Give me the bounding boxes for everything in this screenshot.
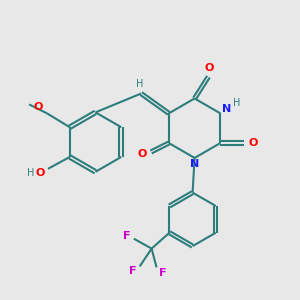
Text: H: H: [27, 168, 34, 178]
Text: O: O: [33, 102, 43, 112]
Text: F: F: [159, 268, 166, 278]
Text: O: O: [205, 63, 214, 73]
Text: O: O: [137, 149, 147, 159]
Text: O: O: [35, 168, 45, 178]
Text: O: O: [248, 138, 258, 148]
Text: H: H: [233, 98, 241, 108]
Text: F: F: [129, 266, 136, 276]
Text: F: F: [123, 231, 130, 241]
Text: N: N: [222, 104, 231, 114]
Text: N: N: [190, 159, 199, 169]
Text: H: H: [136, 79, 144, 88]
